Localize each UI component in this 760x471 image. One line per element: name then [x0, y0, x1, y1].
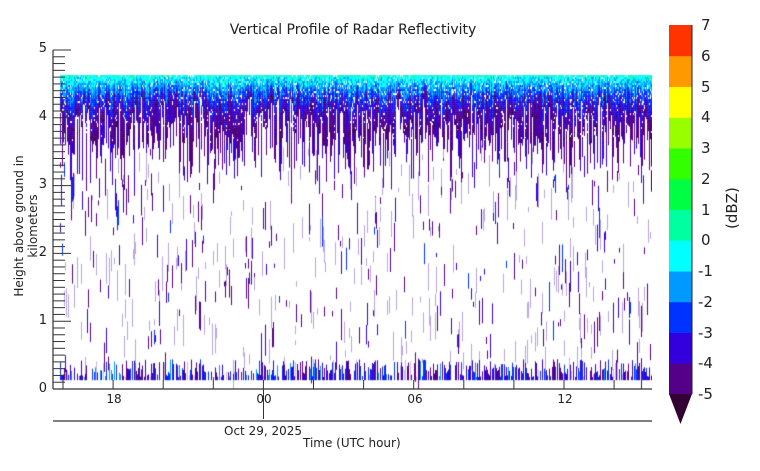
y-axis-label: Height above ground in kilometers	[12, 155, 40, 297]
colorbar-tick-label: 4	[701, 108, 711, 127]
y-tick-label: 3	[38, 177, 47, 192]
colorbar-tick-label: 7	[701, 16, 711, 34]
y-tick-label: 1	[38, 313, 47, 328]
chart-title: Vertical Profile of Radar Reflectivity	[229, 22, 477, 38]
colorbar-tick-label: 2	[701, 169, 711, 188]
x-tick-label: 12	[557, 392, 573, 406]
colorbar-tick-label: -2	[698, 292, 713, 311]
y-tick-label: 5	[38, 41, 47, 56]
colorbar-tick-label: 6	[701, 46, 711, 65]
colorbar-tick-label: -5	[698, 385, 713, 403]
colorbar-tick-label: 3	[701, 139, 711, 157]
colorbar-label: (dBZ)	[723, 187, 741, 229]
plot-area	[52, 49, 652, 422]
colorbar	[669, 25, 693, 424]
x-tick-label: 06	[407, 392, 423, 406]
colorbar-tick-label: -3	[698, 323, 713, 342]
colorbar-tick-label: 1	[701, 200, 711, 219]
reflectivity-heatmap	[53, 50, 652, 389]
colorbar-tick-label: -1	[698, 262, 713, 280]
y-tick-label: 2	[38, 245, 47, 260]
y-tick-label: 4	[38, 109, 47, 124]
date-label: Oct 29, 2025	[224, 424, 302, 438]
x-axis-label: Time (UTC hour)	[303, 436, 401, 450]
colorbar-tick-label: -4	[698, 354, 713, 373]
colorbar-tick-label: 0	[701, 231, 711, 250]
x-tick-label: 18	[106, 392, 122, 406]
x-tick-label: 00	[256, 392, 272, 406]
y-tick-label: 0	[38, 381, 47, 396]
colorbar-tick-label: 5	[701, 77, 711, 96]
axes	[52, 49, 652, 422]
